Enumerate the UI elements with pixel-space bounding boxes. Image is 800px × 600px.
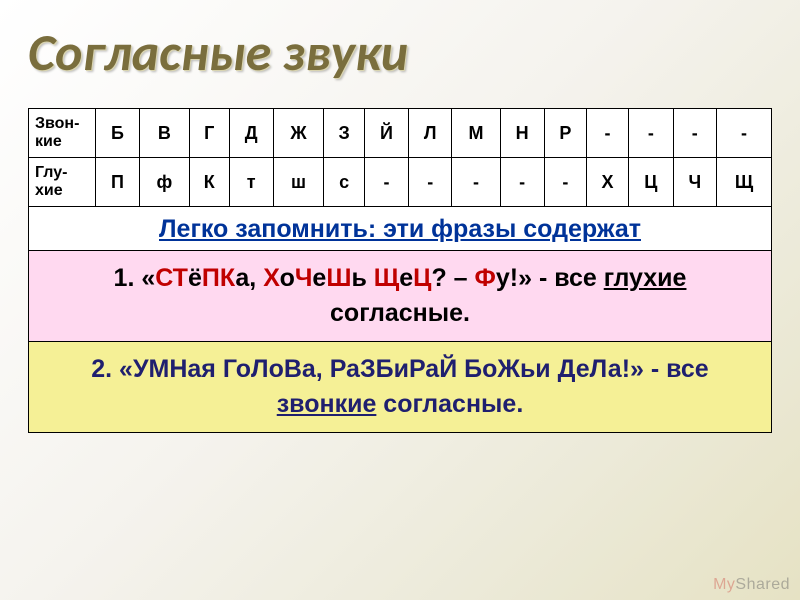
cell-voiced: - <box>673 109 716 158</box>
cell-voiced: - <box>717 109 772 158</box>
cell-voiced: Д <box>229 109 273 158</box>
cell-voiceless: К <box>189 158 229 207</box>
cell-voiceless: - <box>544 158 586 207</box>
cell-voiceless: с <box>324 158 365 207</box>
cell-voiceless: Ч <box>673 158 716 207</box>
cell-voiceless: - <box>409 158 452 207</box>
cell-voiced: З <box>324 109 365 158</box>
cell-voiced: В <box>140 109 190 158</box>
watermark-part2: Shared <box>735 576 790 593</box>
row-voiceless: Глу-хие ПфКтшс-----ХЦЧЩ <box>29 158 772 207</box>
caption: Легко запомнить: эти фразы содержат <box>28 207 772 251</box>
cell-voiced: - <box>629 109 673 158</box>
cell-voiceless: Щ <box>717 158 772 207</box>
cell-voiceless: - <box>500 158 544 207</box>
cell-voiced: - <box>586 109 628 158</box>
cell-voiced: Й <box>365 109 409 158</box>
mnemonic-voiceless: 1. «СТёПКа, ХоЧеШь ЩеЦ? – Фу!» - все глу… <box>28 251 772 342</box>
cell-voiceless: - <box>452 158 500 207</box>
cell-voiced: Р <box>544 109 586 158</box>
cell-voiceless: Х <box>586 158 628 207</box>
mnemonic-voiced: 2. «УМНая ГоЛоВа, РаЗБиРаЙ БоЖьи ДеЛа!» … <box>28 342 772 433</box>
cell-voiceless: Ц <box>629 158 673 207</box>
cell-voiced: М <box>452 109 500 158</box>
cell-voiced: Н <box>500 109 544 158</box>
cell-voiced: Ж <box>273 109 324 158</box>
slide: Согласные звуки Звон-кие БВГДЖЗЙЛМНР----… <box>0 0 800 600</box>
cell-voiceless: ф <box>140 158 190 207</box>
cell-voiceless: т <box>229 158 273 207</box>
watermark-part1: My <box>713 576 735 593</box>
title: Согласные звуки <box>28 20 772 84</box>
cell-voiced: Г <box>189 109 229 158</box>
cell-voiced: Б <box>96 109 140 158</box>
row-voiced: Звон-кие БВГДЖЗЙЛМНР---- <box>29 109 772 158</box>
watermark: MyShared <box>713 576 790 594</box>
cell-voiced: Л <box>409 109 452 158</box>
row-voiced-label: Звон-кие <box>29 109 96 158</box>
cell-voiceless: П <box>96 158 140 207</box>
cell-voiceless: - <box>365 158 409 207</box>
row-voiceless-label: Глу-хие <box>29 158 96 207</box>
cell-voiceless: ш <box>273 158 324 207</box>
consonants-table: Звон-кие БВГДЖЗЙЛМНР---- Глу-хие ПфКтшс-… <box>28 108 772 207</box>
